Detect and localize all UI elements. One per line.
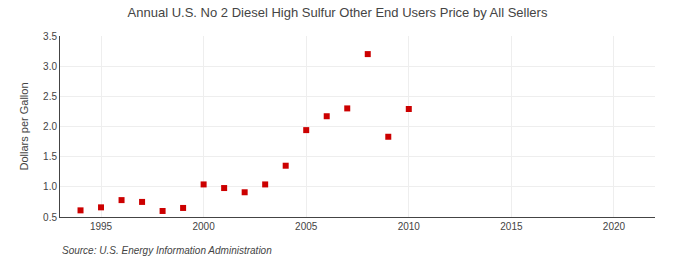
svg-text:3.5: 3.5 bbox=[43, 31, 57, 42]
svg-text:2005: 2005 bbox=[295, 221, 318, 232]
svg-text:Dollars per Gallon: Dollars per Gallon bbox=[18, 82, 30, 170]
svg-text:1.5: 1.5 bbox=[43, 151, 57, 162]
svg-text:2.0: 2.0 bbox=[43, 121, 57, 132]
svg-text:2010: 2010 bbox=[398, 221, 421, 232]
svg-text:Source: U.S. Energy Informatio: Source: U.S. Energy Information Administ… bbox=[62, 245, 272, 256]
svg-text:3.0: 3.0 bbox=[43, 61, 57, 72]
svg-text:2000: 2000 bbox=[192, 221, 215, 232]
svg-text:1.0: 1.0 bbox=[43, 181, 57, 192]
svg-text:2.5: 2.5 bbox=[43, 91, 57, 102]
svg-text:Annual U.S. No 2 Diesel High S: Annual U.S. No 2 Diesel High Sulfur Othe… bbox=[128, 5, 548, 20]
svg-text:2015: 2015 bbox=[500, 221, 523, 232]
svg-text:1995: 1995 bbox=[90, 221, 113, 232]
svg-text:0.5: 0.5 bbox=[43, 212, 57, 223]
svg-text:2020: 2020 bbox=[603, 221, 626, 232]
